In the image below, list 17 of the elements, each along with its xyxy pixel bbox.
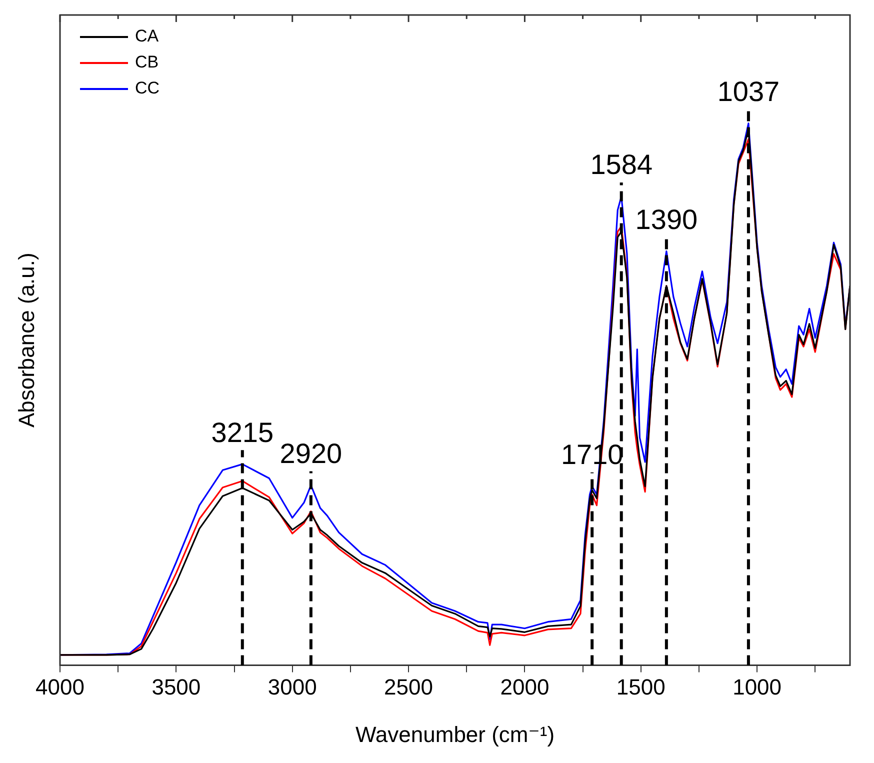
legend-label: CC bbox=[135, 78, 160, 98]
x-tick-label: 3000 bbox=[268, 674, 317, 700]
x-tick-label: 4000 bbox=[36, 674, 84, 700]
ref-line-label: 1037 bbox=[717, 76, 780, 108]
x-tick-label: 2500 bbox=[384, 674, 434, 700]
ref-line-label: 1390 bbox=[635, 204, 698, 235]
x-tick-label: 1000 bbox=[732, 674, 782, 700]
legend-label: CA bbox=[135, 26, 160, 46]
ref-line-label: 3215 bbox=[211, 416, 274, 448]
x-axis-title: Wavenumber (cm⁻¹) bbox=[355, 722, 555, 747]
x-tick-label: 2000 bbox=[500, 674, 550, 700]
legend-label: CB bbox=[135, 52, 159, 72]
ref-line-label: 2920 bbox=[280, 438, 342, 470]
y-axis-title: Absorbance (a.u.) bbox=[14, 252, 40, 428]
ref-line-label: 1584 bbox=[590, 149, 653, 180]
x-tick-label: 3500 bbox=[152, 674, 201, 700]
x-tick-label: 1500 bbox=[616, 674, 666, 700]
